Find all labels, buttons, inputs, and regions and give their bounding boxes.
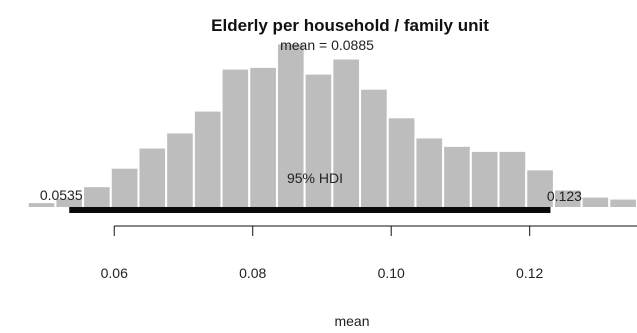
histogram-bar	[386, 116, 417, 209]
x-tick-label: 0.10	[378, 265, 405, 281]
x-axis-label: mean	[334, 313, 369, 329]
histogram-bar	[580, 195, 611, 210]
hdi-low-label: 0.0535	[40, 187, 83, 203]
histogram-bar	[469, 149, 500, 210]
x-axis-ticks: 0.060.080.100.120.14	[101, 226, 544, 281]
histogram-bar	[414, 136, 445, 209]
x-axis: 0.060.080.100.120.14	[101, 225, 637, 281]
histogram-bar	[109, 166, 140, 209]
histogram-bars	[0, 42, 637, 210]
histogram-bar	[220, 67, 251, 209]
histogram-bar	[26, 201, 57, 209]
x-tick-label: 0.08	[239, 265, 266, 281]
histogram-bar	[442, 144, 472, 209]
chart-title: Elderly per household / family unit	[211, 16, 489, 35]
histogram-bar	[0, 204, 29, 209]
x-tick-label: 0.06	[101, 265, 128, 281]
histogram-bar	[165, 131, 195, 209]
histogram-bar	[303, 72, 334, 209]
histogram-bar	[497, 149, 528, 210]
x-tick-label: 0.12	[516, 265, 543, 281]
histogram-bar	[137, 146, 168, 210]
histogram-bar	[359, 87, 389, 209]
hdi-label: 95% HDI	[287, 170, 343, 186]
histogram-bar	[192, 109, 223, 209]
hdi-high-label: 0.123	[547, 188, 582, 204]
histogram-bar	[82, 185, 112, 210]
histogram-bar	[248, 65, 278, 209]
histogram-bar	[608, 197, 637, 209]
mean-label: mean = 0.0885	[280, 37, 374, 53]
